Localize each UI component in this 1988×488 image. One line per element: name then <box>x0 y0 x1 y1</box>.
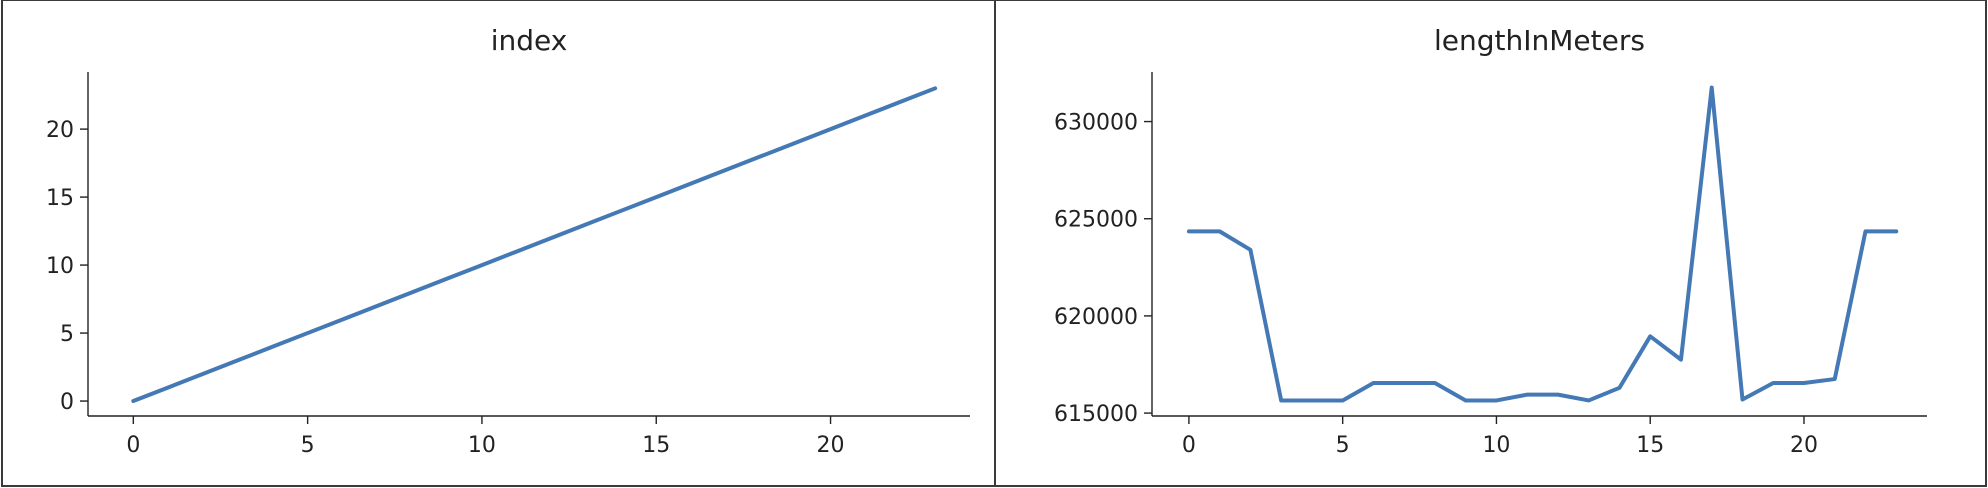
chart-title-index: index <box>491 24 568 57</box>
series-line-index <box>131 86 938 404</box>
y-tick-label: 0 <box>60 390 74 415</box>
chart-title-length-in-meters: lengthInMeters <box>1434 24 1645 57</box>
panel-border-length-in-meters <box>994 0 1987 487</box>
x-tick-label: 15 <box>1636 433 1664 458</box>
series-line-length-in-meters <box>1186 85 1899 403</box>
y-tick-label: 10 <box>46 254 74 279</box>
x-tick-label: 15 <box>642 433 670 458</box>
x-tick-label: 20 <box>817 433 845 458</box>
chart-panel-length-in-meters: lengthInMeters 0 5 10 15 20 615000 620000 625000… <box>994 0 1987 487</box>
x-tick-label: 10 <box>468 433 496 458</box>
y-tick-label: 625000 <box>1054 208 1138 233</box>
y-tick-label: 20 <box>46 118 74 143</box>
y-tick-label: 15 <box>46 186 74 211</box>
y-tick-label: 5 <box>60 322 74 347</box>
y-tick-label: 620000 <box>1054 305 1138 330</box>
x-tick-label: 5 <box>301 433 315 458</box>
x-tick-label: 5 <box>1336 433 1350 458</box>
x-tick-label: 20 <box>1790 433 1818 458</box>
y-tick-label: 615000 <box>1054 402 1138 427</box>
y-tick-label: 630000 <box>1054 111 1138 136</box>
x-tick-label: 10 <box>1482 433 1510 458</box>
panel-border-index <box>1 0 996 487</box>
chart-panel-index: index 0 5 10 15 20 0 5 10 15 20 <box>1 0 996 487</box>
x-tick-label: 0 <box>126 433 140 458</box>
x-tick-label: 0 <box>1182 433 1196 458</box>
